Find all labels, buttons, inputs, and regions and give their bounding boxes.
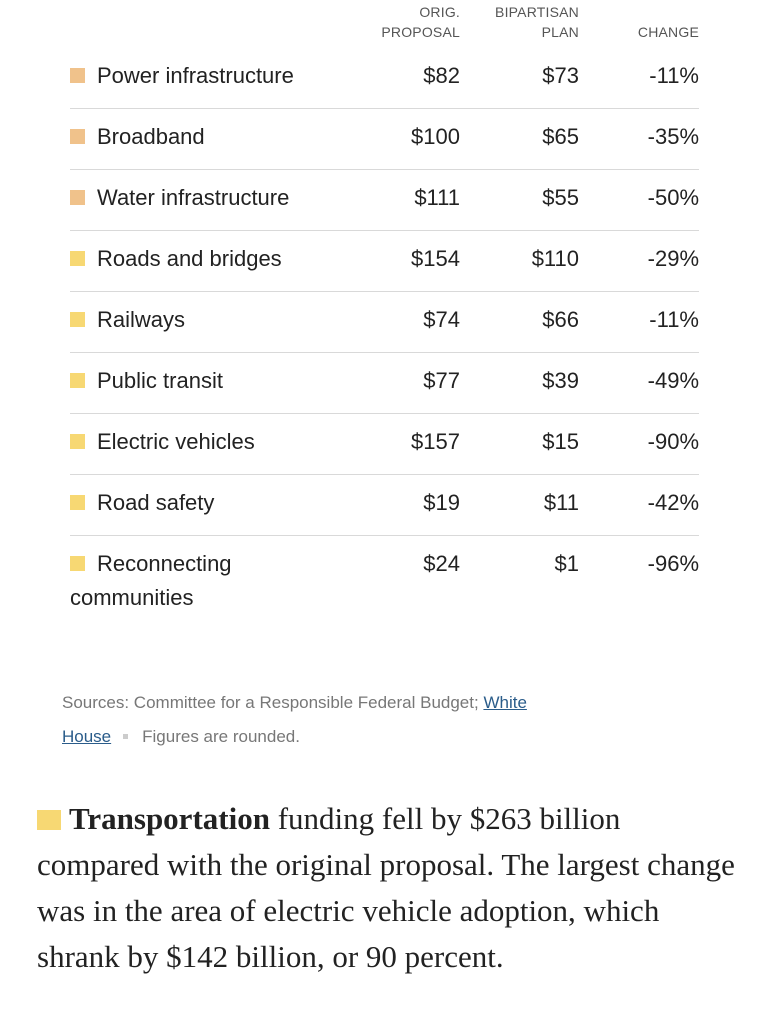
category-swatch bbox=[70, 556, 85, 571]
row-label-text: Public transit bbox=[97, 368, 223, 393]
category-swatch bbox=[70, 129, 85, 144]
bipartisan-value: $11 bbox=[543, 490, 579, 515]
change-value: -11% bbox=[649, 63, 699, 88]
category-swatch bbox=[70, 312, 85, 327]
header-orig-proposal: ORIG. PROPOSAL bbox=[381, 2, 460, 42]
change-value: -96% bbox=[647, 551, 699, 576]
funding-table: ORIG. PROPOSAL BIPARTISAN PLAN CHANGE Po… bbox=[70, 0, 699, 616]
category-swatch bbox=[70, 68, 85, 83]
header-bip-line2: PLAN bbox=[541, 24, 579, 40]
row-label: Power infrastructure bbox=[70, 59, 330, 93]
orig-value: $82 bbox=[423, 63, 460, 88]
orig-value: $111 bbox=[414, 185, 460, 210]
bipartisan-value: $66 bbox=[542, 307, 579, 332]
row-label: Road safety bbox=[70, 486, 330, 520]
row-label: Roads and bridges bbox=[70, 242, 330, 276]
category-swatch bbox=[70, 190, 85, 205]
header-bipartisan-plan: BIPARTISAN PLAN bbox=[495, 2, 579, 42]
orig-value: $77 bbox=[423, 368, 460, 393]
table-row: Power infrastructure $82 $73 -11% bbox=[70, 48, 699, 109]
row-label-text: Reconnecting communities bbox=[70, 551, 232, 610]
row-label: Reconnecting communities bbox=[70, 547, 330, 615]
sources-note: Sources: Committee for a Responsible Fed… bbox=[62, 686, 622, 754]
header-change: CHANGE bbox=[637, 24, 699, 40]
orig-value: $24 bbox=[423, 551, 460, 576]
change-value: -49% bbox=[647, 368, 699, 393]
table-row: Railways $74 $66 -11% bbox=[70, 292, 699, 353]
row-label: Electric vehicles bbox=[70, 425, 330, 459]
change-value: -42% bbox=[647, 490, 699, 515]
table-body: Power infrastructure $82 $73 -11% Broadband $… bbox=[70, 48, 699, 616]
row-label-text: Road safety bbox=[97, 490, 215, 515]
orig-value: $154 bbox=[411, 246, 460, 271]
row-label-text: Electric vehicles bbox=[97, 429, 255, 454]
bipartisan-value: $55 bbox=[542, 185, 579, 210]
category-swatch bbox=[70, 495, 85, 510]
bipartisan-value: $39 bbox=[542, 368, 579, 393]
category-swatch bbox=[70, 434, 85, 449]
bipartisan-value: $110 bbox=[531, 246, 579, 271]
orig-value: $100 bbox=[411, 124, 460, 149]
summary-text: funding fell by $263 billion compared wi… bbox=[37, 801, 735, 974]
category-swatch bbox=[70, 251, 85, 266]
header-orig-line1: ORIG. bbox=[419, 4, 460, 20]
row-label: Railways bbox=[70, 303, 330, 337]
change-value: -50% bbox=[647, 185, 699, 210]
bipartisan-value: $73 bbox=[542, 63, 579, 88]
header-bip-line1: BIPARTISAN bbox=[495, 4, 579, 20]
white-house-link[interactable]: White bbox=[483, 693, 527, 712]
bipartisan-value: $1 bbox=[554, 551, 579, 576]
row-label: Broadband bbox=[70, 120, 330, 154]
separator-dot bbox=[123, 733, 129, 739]
table-row: Reconnecting communities $24 $1 -96% bbox=[70, 536, 699, 616]
row-label-text: Broadband bbox=[97, 124, 205, 149]
white-house-link-2[interactable]: House bbox=[62, 727, 112, 746]
table-row: Public transit $77 $39 -49% bbox=[70, 353, 699, 414]
change-value: -29% bbox=[647, 246, 699, 271]
table-row: Broadband $100 $65 -35% bbox=[70, 109, 699, 170]
table-row: Water infrastructure $111 $55 -50% bbox=[70, 170, 699, 231]
sources-text: Sources: Committee for a Responsible Fed… bbox=[62, 693, 484, 712]
bipartisan-value: $15 bbox=[542, 429, 579, 454]
table-row: Roads and bridges $154 $110 -29% bbox=[70, 231, 699, 292]
bipartisan-value: $65 bbox=[542, 124, 579, 149]
header-orig-line2: PROPOSAL bbox=[381, 24, 460, 40]
change-value: -35% bbox=[647, 124, 699, 149]
summary-paragraph: Transportation funding fell by $263 bill… bbox=[37, 796, 737, 980]
table-header: ORIG. PROPOSAL BIPARTISAN PLAN CHANGE bbox=[70, 0, 699, 48]
row-label-text: Water infrastructure bbox=[97, 185, 290, 210]
rounding-note: Figures are rounded. bbox=[142, 727, 300, 746]
row-label: Water infrastructure bbox=[70, 181, 330, 215]
orig-value: $74 bbox=[423, 307, 460, 332]
transportation-swatch bbox=[37, 810, 61, 830]
change-value: -90% bbox=[647, 429, 699, 454]
row-label-text: Railways bbox=[97, 307, 186, 332]
row-label-text: Roads and bridges bbox=[97, 246, 282, 271]
row-label-text: Power infrastructure bbox=[97, 63, 294, 88]
orig-value: $19 bbox=[423, 490, 460, 515]
table-row: Electric vehicles $157 $15 -90% bbox=[70, 414, 699, 475]
change-value: -11% bbox=[649, 307, 699, 332]
summary-bold: Transportation bbox=[69, 801, 270, 836]
category-swatch bbox=[70, 373, 85, 388]
table-row: Road safety $19 $11 -42% bbox=[70, 475, 699, 536]
orig-value: $157 bbox=[411, 429, 460, 454]
row-label: Public transit bbox=[70, 364, 330, 398]
